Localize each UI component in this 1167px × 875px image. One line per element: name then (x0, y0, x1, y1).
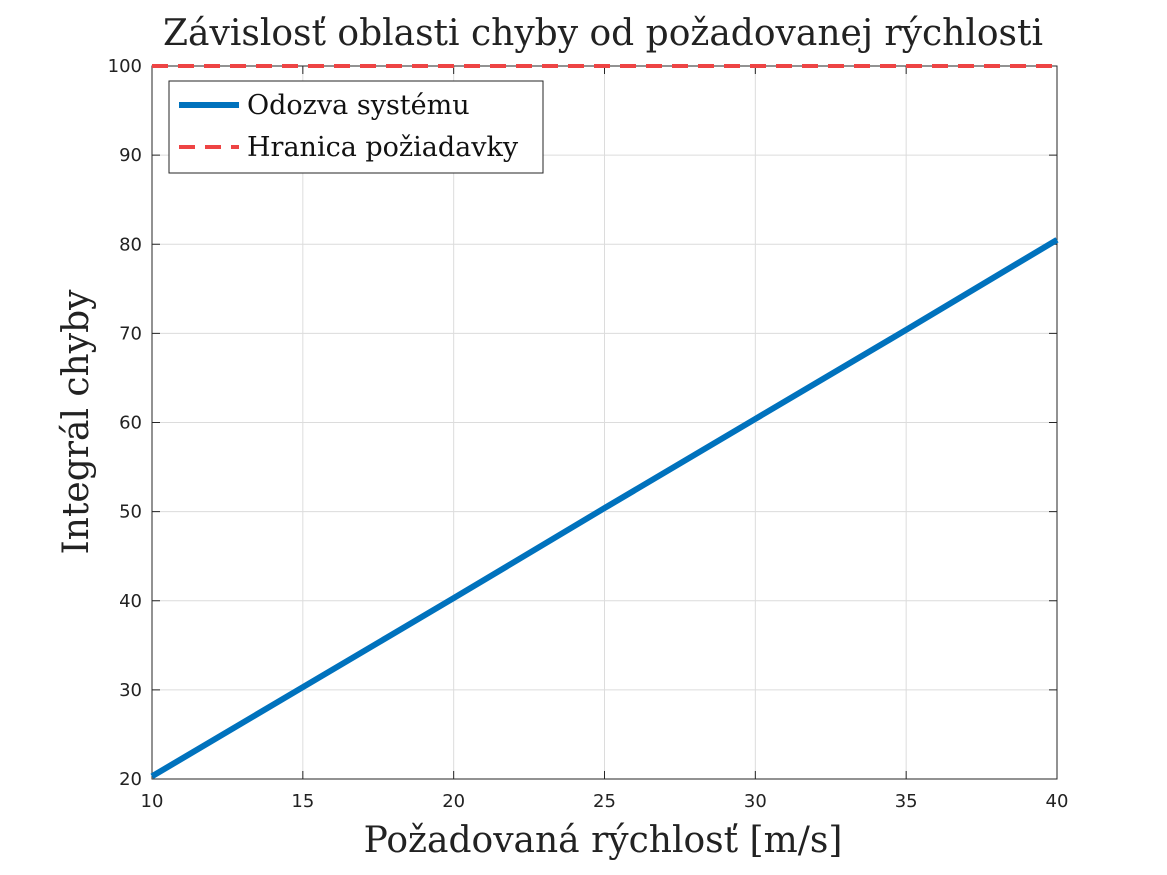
y-tick-label: 70 (119, 323, 142, 344)
x-tick-label: 20 (442, 791, 465, 812)
axis-ticks: 10 15 20 25 30 35 40 20 30 40 50 60 70 80 90 100 (108, 56, 1069, 812)
y-tick-label: 30 (119, 680, 142, 701)
legend-entry-label: Odozva systému (247, 90, 470, 121)
y-tick-label: 90 (119, 145, 142, 166)
y-axis-label: Integrál chyby (56, 289, 97, 555)
y-tick-label: 40 (119, 591, 142, 612)
y-tick-label: 60 (119, 413, 142, 434)
x-tick-label: 40 (1046, 791, 1069, 812)
legend: Odozva systému Hranica požiadavky (168, 80, 544, 174)
legend-entry-label: Hranica požiadavky (247, 132, 519, 163)
chart-title: Závislosť oblasti chyby od požadovanej r… (163, 13, 1043, 54)
y-tick-label: 100 (108, 56, 142, 77)
x-axis-label: Požadovaná rýchlosť [m/s] (364, 820, 843, 861)
x-tick-label: 35 (895, 791, 918, 812)
response-line (150, 237, 1059, 779)
y-tick-label: 20 (119, 769, 142, 790)
x-tick-label: 25 (593, 791, 616, 812)
x-tick-label: 10 (141, 791, 164, 812)
series-lines (150, 64, 1059, 779)
y-tick-label: 50 (119, 502, 142, 523)
y-tick-label: 80 (119, 234, 142, 255)
x-tick-label: 15 (291, 791, 314, 812)
x-tick-label: 30 (744, 791, 767, 812)
legend-box (168, 80, 544, 174)
grid (151, 65, 1058, 780)
